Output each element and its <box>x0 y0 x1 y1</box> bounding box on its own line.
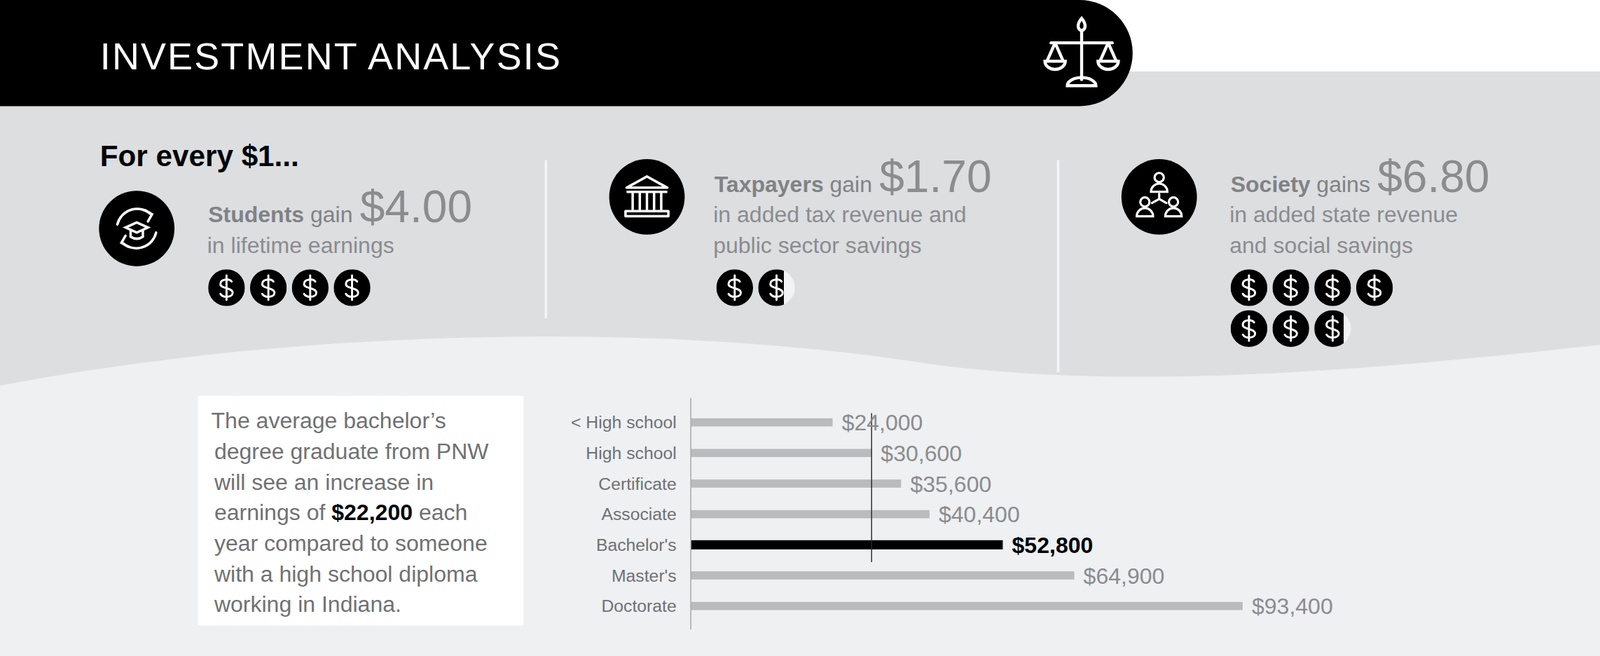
callout-before: will see an increase in <box>213 469 434 495</box>
value-label: $30,600 <box>880 440 962 466</box>
category-label: High school <box>585 443 677 463</box>
axis-line <box>690 397 691 630</box>
bar <box>690 418 833 427</box>
scales-icon <box>1045 18 1119 86</box>
bar <box>690 540 1003 550</box>
intro: For every $1... <box>100 139 300 173</box>
value-label: $93,400 <box>1251 593 1334 619</box>
callout-line: The average bachelor’s <box>211 407 447 433</box>
dollar-coin <box>1356 269 1393 306</box>
bar <box>690 601 1243 611</box>
stat-verb: gain <box>829 171 873 197</box>
bar <box>690 509 930 519</box>
header-bar <box>0 0 1133 106</box>
dollar-coin <box>1230 269 1268 306</box>
stat-amount: $6.80 <box>1377 151 1490 202</box>
category-label: Associate <box>601 504 677 524</box>
category-label: Master's <box>611 566 677 585</box>
bar <box>690 448 872 457</box>
callout-line: with a high school diploma <box>213 561 478 587</box>
callout-highlight: $22,200 <box>331 499 413 525</box>
bars <box>690 418 1243 611</box>
stat: Taxpayersgain$1.70in added tax revenue a… <box>609 151 992 307</box>
callout-before: The average bachelor’s <box>211 407 447 433</box>
callout-line: earnings of$22,200each <box>214 499 468 525</box>
stat: Societygains$6.80in added state revenue a… <box>1121 151 1491 347</box>
stat-text: in lifetime earnings <box>207 232 395 258</box>
stat-who: Society <box>1230 171 1311 197</box>
category-label: Doctorate <box>601 596 677 616</box>
callout-line: degree graduate from PNW <box>214 438 489 464</box>
dollar-coin <box>333 269 370 306</box>
value-label: $52,800 <box>1012 532 1094 558</box>
callout-box <box>198 395 524 626</box>
stat-headline: Societygains$6.80 <box>1230 151 1491 202</box>
stat-text: in added tax revenue and <box>713 201 967 227</box>
stat-icon <box>1121 159 1198 235</box>
callout-before: earnings of <box>214 499 326 525</box>
stat-icon <box>609 159 686 235</box>
value-label: $40,400 <box>938 501 1020 527</box>
category-label: < High school <box>570 412 677 432</box>
value-label: $64,900 <box>1083 563 1165 589</box>
reference-line <box>870 413 872 563</box>
stat: Studentsgain$4.00in lifetime earnings <box>98 181 473 306</box>
dollar-coin <box>757 269 795 306</box>
stat-text: in added state revenue <box>1229 201 1458 227</box>
stat-amount: $4.00 <box>360 181 473 232</box>
callout-after: year compared to someone <box>214 530 488 556</box>
stat-headline: Taxpayersgain$1.70 <box>714 151 992 202</box>
category-label: Bachelor's <box>596 535 677 555</box>
bar-chart: < High school High school Certificate Assoc… <box>570 397 1334 630</box>
dollar-coin <box>208 269 245 306</box>
stat-verb: gain <box>310 201 354 227</box>
value-label: $35,600 <box>909 471 992 497</box>
dollar-coin <box>1230 310 1268 347</box>
stat-who: Students <box>208 201 305 227</box>
dollar-coin <box>292 269 329 306</box>
wave <box>0 336 1600 656</box>
callout-line: will see an increase in <box>213 469 434 495</box>
stat-text: and social savings <box>1229 232 1413 258</box>
dollar-coin <box>250 269 287 306</box>
stat-amount: $1.70 <box>879 151 992 202</box>
stat-headline: Studentsgain$4.00 <box>208 181 473 232</box>
callout-after: each <box>418 499 468 525</box>
bar <box>690 570 1074 580</box>
stat-text: public sector savings <box>713 232 922 258</box>
background <box>0 0 1600 656</box>
dollar-coin <box>1272 269 1309 306</box>
category-label: Certificate <box>598 474 677 494</box>
divider <box>1057 160 1060 373</box>
dollar-coin <box>1272 310 1309 347</box>
callout-line: working in Indiana. <box>213 591 402 617</box>
divider <box>544 160 548 319</box>
dollar-coin <box>1314 269 1351 306</box>
stat-verb: gains <box>1316 171 1371 197</box>
dollar-coin <box>716 269 754 306</box>
stat-who: Taxpayers <box>714 171 824 197</box>
callout-before: degree graduate from PNW <box>214 438 489 464</box>
callout-after: working in Indiana. <box>213 591 402 617</box>
callout-after: with a high school diploma <box>213 561 478 587</box>
bar <box>690 479 901 488</box>
header-title: INVESTMENT ANALYSIS <box>100 35 562 78</box>
callout-line: year compared to someone <box>214 530 488 556</box>
dollar-coin <box>1314 310 1351 347</box>
stat-icon <box>98 190 175 267</box>
value-label: $24,000 <box>842 409 924 436</box>
infographic: INVESTMENT ANALYSIS For every $1... Studen… <box>0 0 1600 656</box>
